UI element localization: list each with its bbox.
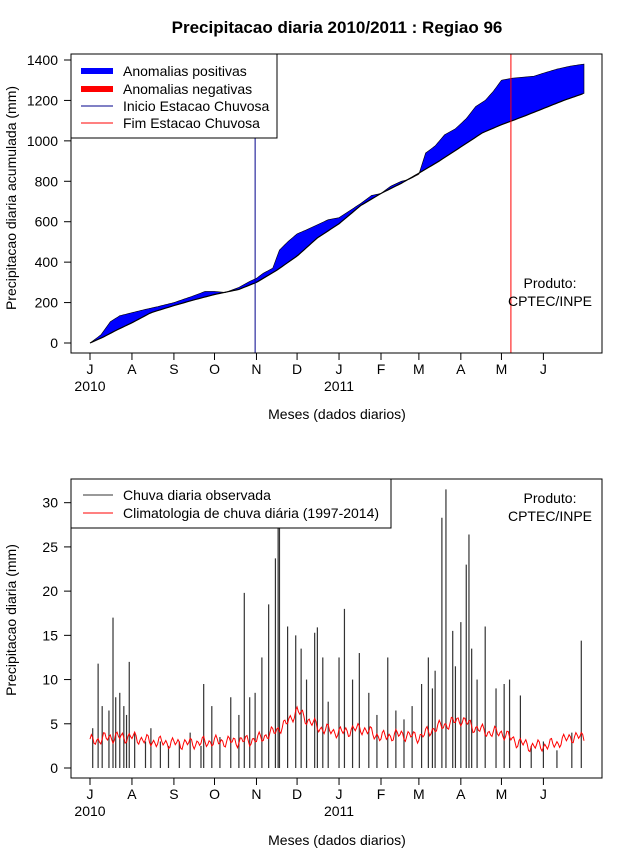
bottom-x-tick-label: J [336, 786, 343, 802]
bottom-y-tick-label: 30 [42, 495, 58, 511]
top-y-tick-label: 800 [35, 173, 59, 189]
top-x-tick-label: A [127, 361, 137, 377]
chart-title: Precipitacao diaria 2010/2011 : Regiao 9… [172, 18, 503, 37]
top-y-tick-label: 600 [35, 214, 59, 230]
bottom-y-tick-label: 15 [42, 627, 58, 643]
top-x-tick-label: J [540, 361, 547, 377]
y-axis-top: 0 200 400 600 800 1000 1200 1400 [27, 52, 72, 351]
top-x-tick-label: S [169, 361, 178, 377]
top-year-label: 2011 [324, 378, 354, 394]
top-x-tick-label: N [251, 361, 261, 377]
legend-label-observed: Chuva diaria observada [123, 487, 271, 503]
top-x-tick-label: M [413, 361, 425, 377]
legend-bottom: Chuva diaria observada Climatologia de c… [70, 478, 392, 529]
legend-top: Anomalias positivas Anomalias negativas … [70, 53, 278, 139]
top-x-tick-label: O [209, 361, 220, 377]
legend-label-climatology: Climatologia de chuva diária (1997-2014) [123, 505, 379, 521]
legend-label-positive: Anomalias positivas [123, 63, 247, 79]
top-y-tick-label: 1200 [27, 92, 58, 108]
top-x-tick-label: D [292, 361, 302, 377]
bottom-y-tick-label: 0 [50, 760, 58, 776]
top-x-tick-label: J [87, 361, 94, 377]
bottom-x-tick-label: S [169, 786, 178, 802]
top-x-tick-label: F [377, 361, 386, 377]
legend-label-start: Inicio Estacao Chuvosa [123, 98, 270, 114]
positive-anomaly-area [419, 63, 585, 173]
top-y-tick-label: 1000 [27, 133, 58, 149]
top-y-tick-label: 200 [35, 295, 59, 311]
bottom-x-tick-label: A [127, 786, 137, 802]
bottom-x-tick-label: N [251, 786, 261, 802]
positive-anomaly-area [89, 291, 226, 344]
bottom-y-tick-label: 25 [42, 539, 58, 555]
bottom-year-label: 2010 [74, 803, 105, 819]
bottom-y-tick-label: 10 [42, 672, 58, 688]
top-year-label: 2010 [74, 378, 105, 394]
top-y-tick-label: 400 [35, 254, 59, 270]
climatology-cumulative-line [89, 93, 583, 344]
x-axis-label-bottom: Meses (dados diarios) [268, 832, 406, 848]
product-source-top: CPTEC/INPE [508, 293, 592, 309]
y-axis-label-bottom: Precipitacao diaria (mm) [3, 544, 19, 696]
bottom-x-tick-label: M [496, 786, 508, 802]
x-axis-label-top: Meses (dados diarios) [268, 406, 406, 422]
climatology-daily-line [89, 705, 585, 753]
bottom-x-tick-label: M [413, 786, 425, 802]
bottom-y-tick-label: 20 [42, 583, 58, 599]
positive-anomaly-area [226, 178, 409, 293]
bottom-y-tick-label: 5 [50, 716, 58, 732]
top-x-tick-label: J [336, 361, 343, 377]
bottom-x-tick-label: D [292, 786, 302, 802]
top-x-tick-label: M [496, 361, 508, 377]
top-y-tick-label: 1400 [27, 52, 58, 68]
bottom-x-tick-label: J [87, 786, 94, 802]
product-source-bottom: CPTEC/INPE [508, 508, 592, 524]
bottom-x-tick-label: A [456, 786, 466, 802]
y-axis-label-top: Precipitacao diaria acumulada (mm) [3, 86, 19, 310]
product-label-bottom: Produto: [524, 490, 577, 506]
product-label-top: Produto: [524, 275, 577, 291]
bottom-x-tick-label: O [209, 786, 220, 802]
bottom-x-tick-label: J [540, 786, 547, 802]
y-axis-bottom: 0 5 10 15 20 25 30 [42, 495, 72, 776]
bottom-year-label: 2011 [324, 803, 354, 819]
bottom-x-tick-label: F [377, 786, 386, 802]
legend-label-negative: Anomalias negativas [123, 81, 252, 97]
top-x-tick-label: A [456, 361, 466, 377]
top-y-tick-label: 0 [50, 335, 58, 351]
legend-label-end: Fim Estacao Chuvosa [123, 115, 260, 131]
